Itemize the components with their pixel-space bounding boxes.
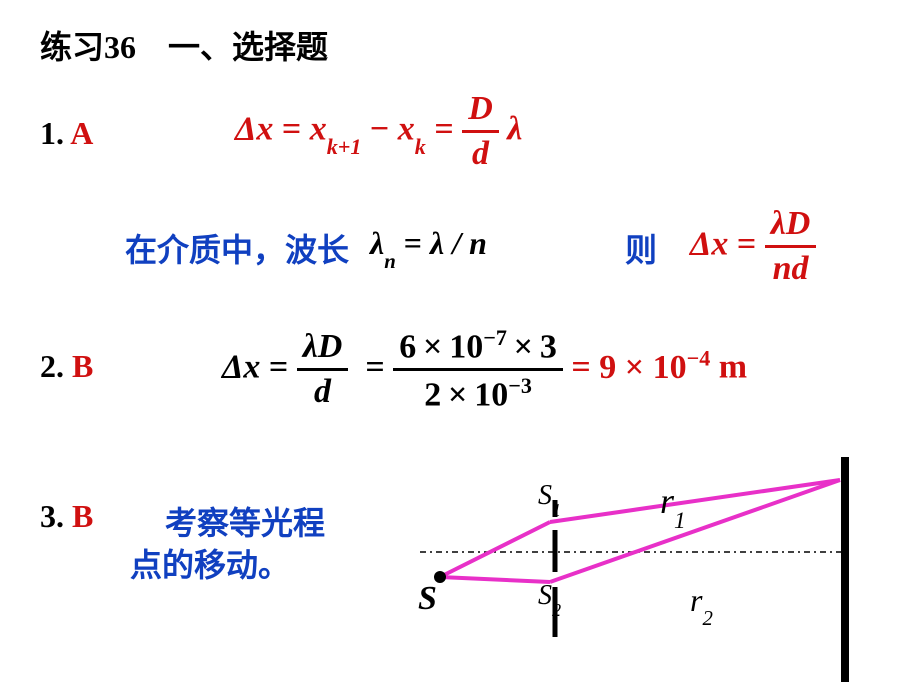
q1r-den: nd [765,248,817,288]
label-r2: r2 [690,582,713,624]
ray-s1-p [550,480,840,522]
q1-ln: λ [370,225,384,261]
q1-ln-rhs: λ / n [430,225,487,261]
q3-diagram [420,422,880,690]
q1-dx: Δx [235,110,273,147]
q2-dx: Δx [222,349,260,386]
q3-label-row: 3. B [40,498,93,535]
ray-s-s1 [440,522,550,577]
q2-frac1: λD d [297,328,349,411]
q1r-dx: Δx [690,225,728,262]
label-r1: r1 [660,480,686,528]
minus: − [370,110,398,147]
eq: = [737,225,765,262]
q2-answer: B [72,348,93,384]
eq: = [404,225,430,261]
q1-xk: x [398,110,415,147]
ray-s-s2 [440,577,550,582]
q1r-num: λD [765,205,817,248]
q2-result: = 9 × 10−4 m [571,349,747,386]
q3-text2: 点的移动。 [130,540,290,586]
q2-frac2: 6 × 10−7 × 3 2 × 10−3 [393,325,563,415]
q2-formula: Δx = λD d = 6 × 10−7 × 3 2 × 10−3 = 9 × … [222,325,747,415]
label-S2: S2 [538,580,561,616]
q1-frac-num: D [462,90,499,133]
q2-f2-den: 2 × 10−3 [393,371,563,414]
q3-answer: B [72,498,93,534]
q1-result: Δx = λD nd [690,205,816,288]
eq: = [282,110,310,147]
eq2: = [357,349,393,386]
q2-f2-num: 6 × 10−7 × 3 [393,325,563,371]
q1-sub-k1: k+1 [327,134,362,159]
q2-num: 2. [40,348,72,384]
q1-sub-k: k [415,134,426,159]
q1r-frac: λD nd [765,205,817,288]
title-section: 一、选择题 [168,29,328,65]
q1-xk1: x [310,110,327,147]
q1-frac: D d [462,90,499,173]
q1-line2-prefix: 在介质中，波长 [125,225,349,271]
label-S1: S1 [538,480,561,516]
q1-formula: Δx = xk+1 − xk = D d λ [235,90,522,173]
q1-label-row: 1. A [40,115,93,152]
q2-label-row: 2. B [40,348,93,385]
q2-f1-den: d [297,371,349,411]
q1-frac-den: d [462,133,499,173]
q1-num: 1. [40,115,70,151]
q3-num: 3. [40,498,72,534]
q2-f1-num: λD [297,328,349,371]
eq: = [269,349,297,386]
q1-lambda: λ [507,110,522,147]
q1-ze: 则 [625,225,657,271]
eq2: = [434,110,462,147]
q1-wavelength: λn = λ / n [370,225,487,267]
ray-s2-p [550,480,840,582]
q1-ln-sub: n [384,250,396,273]
slide: 练习36 一、选择题 1. A Δx = xk+1 − xk = D d λ 在… [0,0,920,690]
label-S: S [418,580,437,618]
q1-answer: A [70,115,93,151]
q3-text1: 考察等光程 [165,498,325,544]
title-prefix: 练习36 [40,29,136,65]
title: 练习36 一、选择题 [40,22,328,68]
